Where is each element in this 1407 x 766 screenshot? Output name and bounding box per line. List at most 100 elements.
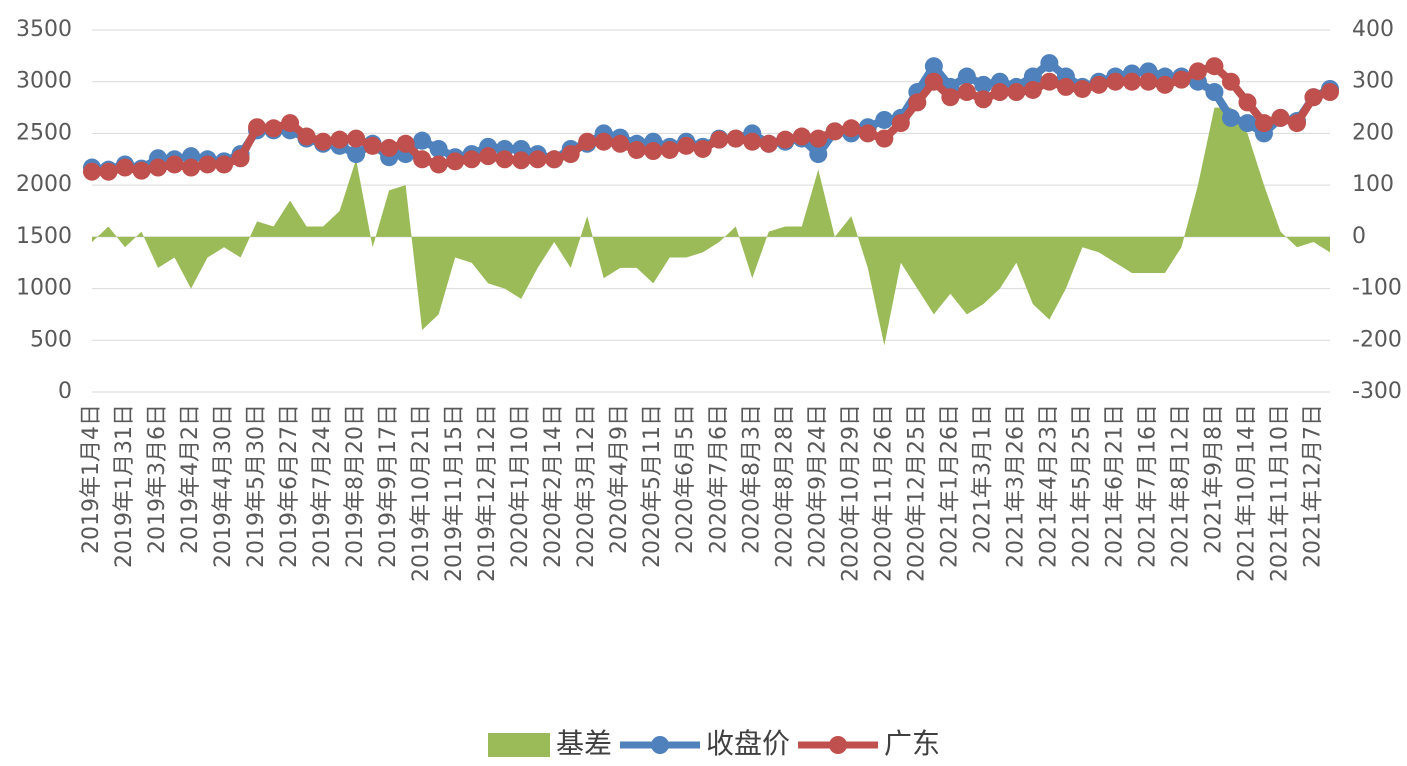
series-marker [1023,67,1042,86]
series-marker [776,130,795,149]
series-marker [1205,83,1224,102]
y-tick-label: 2000 [16,172,72,197]
series-marker [264,119,283,138]
x-tick-label: 2021年3月26日 [1003,404,1028,568]
series-marker [875,110,894,129]
x-tick-label: 2019年8月20日 [343,404,368,568]
series-marker [759,134,778,153]
legend-swatch [488,733,550,757]
y2-tick-label: 0 [1352,224,1366,249]
series-marker [314,132,333,151]
series-marker [957,67,976,86]
x-tick-label: 2019年4月2日 [178,404,203,554]
series-marker [462,150,481,169]
series-marker [545,150,564,169]
series-marker [446,152,465,171]
series-marker [1238,93,1257,112]
series-marker [413,131,432,150]
series-marker [957,83,976,102]
y-tick-label: 2500 [16,120,72,145]
series-marker [809,145,828,164]
series-marker [1221,72,1240,91]
series-marker [677,136,696,155]
series-marker [429,139,448,158]
series-marker [974,90,993,109]
series-marker [363,136,382,155]
series-marker [1089,75,1108,94]
series-marker [644,142,663,161]
series-marker [578,132,597,151]
series-marker [396,134,415,153]
series-marker [83,162,101,181]
series-marker [924,72,943,91]
x-tick-label: 2019年7月24日 [310,404,335,568]
y2-tick-label: -200 [1352,327,1402,352]
x-tick-label: 2020年1月10日 [508,404,533,568]
series-marker [792,127,811,146]
x-tick-label: 2020年3月12日 [574,404,599,568]
series-marker [1287,114,1306,133]
y2-tick-label: -100 [1352,276,1402,301]
x-tick-label: 2019年1月4日 [79,404,104,554]
y2-tick-label: 400 [1352,17,1394,42]
x-tick-label: 2019年3月6日 [145,404,170,554]
x-tick-label: 2021年9月8日 [1201,404,1226,554]
series-marker [1122,72,1141,91]
series-marker [1321,83,1339,102]
series-marker [330,130,349,149]
x-tick-label: 2021年12月7日 [1300,404,1325,568]
series-marker [1056,77,1075,96]
x-tick-label: 2020年6月5日 [673,404,698,554]
x-tick-label: 2020年12月25日 [904,404,929,582]
x-tick-label: 2020年5月11日 [640,404,665,568]
series-marker [809,129,828,148]
y2-tick-label: 300 [1352,69,1394,94]
x-tick-label: 2021年1月26日 [937,404,962,568]
x-tick-label: 2020年11月26日 [871,404,896,582]
y2-tick-label: 200 [1352,120,1394,145]
series-marker [248,118,267,137]
series-marker [528,150,547,169]
x-tick-label: 2019年6月27日 [277,404,302,568]
series-marker [231,149,250,168]
x-tick-label: 2020年10月29日 [838,404,863,582]
series-marker [1139,72,1158,91]
series-marker [858,124,877,143]
y-tick-label: 500 [30,327,72,352]
series-marker [660,140,679,159]
x-tick-label: 2021年6月21日 [1102,404,1127,568]
x-tick-label: 2021年7月16日 [1135,404,1160,568]
series-marker [479,147,498,166]
series-marker [1040,54,1059,73]
series-marker [875,129,894,148]
series-marker [380,138,399,157]
y-tick-label: 3500 [16,17,72,42]
series-marker [149,158,168,177]
y-tick-label: 1500 [16,224,72,249]
x-tick-label: 2020年8月28日 [772,404,797,568]
x-tick-label: 2019年10月21日 [409,404,434,582]
series-marker [825,122,844,141]
series-marker [561,145,580,164]
x-tick-label: 2020年8月3日 [739,404,764,554]
series-marker [1221,108,1240,127]
series-marker [908,93,927,112]
series-marker [726,129,745,148]
x-tick-label: 2019年9月17日 [376,404,401,568]
series-marker [512,151,531,170]
legend-label: 广东 [884,727,940,760]
series-marker [1155,75,1174,94]
series-marker [743,132,762,151]
series-marker [1040,72,1059,91]
x-tick-label: 2021年10月14日 [1234,404,1259,582]
y-tick-label: 3000 [16,69,72,94]
legend-label: 收盘价 [706,727,790,760]
y2-tick-label: -300 [1352,379,1402,404]
legend-marker [829,736,848,754]
series-marker [182,158,201,177]
y2-tick-label: 100 [1352,172,1394,197]
y-tick-label: 1000 [16,276,72,301]
series-marker [611,134,630,153]
series-marker [116,158,135,177]
